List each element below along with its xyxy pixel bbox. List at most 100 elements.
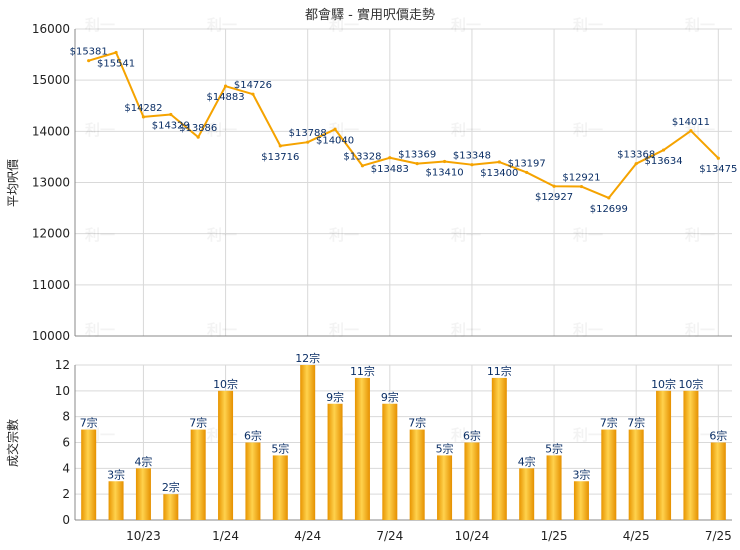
price-data-label: $13197	[508, 158, 546, 169]
price-data-label: $15381	[70, 47, 108, 58]
price-point	[442, 159, 447, 164]
price-data-label: $13788	[289, 128, 327, 139]
price-point	[196, 135, 200, 139]
count-bar	[710, 442, 726, 520]
watermark-text: 利一	[573, 426, 603, 444]
x-tick-label: 10/23	[126, 529, 161, 543]
watermark-text: 利一	[573, 226, 603, 244]
count-y-tick-label: 8	[62, 410, 70, 424]
count-data-label: 4宗	[134, 454, 152, 468]
price-point	[223, 84, 228, 88]
price-point	[141, 115, 146, 119]
price-y-tick-label: 16000	[32, 22, 70, 36]
count-data-label: 10宗	[678, 377, 703, 391]
count-data-label: 6宗	[244, 429, 262, 443]
count-bar	[272, 455, 288, 520]
count-data-label: 6宗	[463, 429, 481, 443]
count-bar	[108, 481, 124, 520]
price-data-label: $14011	[672, 117, 710, 128]
price-data-label: $14040	[316, 135, 354, 146]
watermark-text: 利一	[685, 121, 715, 139]
x-tick-label: 1/25	[541, 529, 568, 543]
watermark-text: 利一	[573, 121, 603, 139]
count-y-tick-label: 4	[62, 461, 70, 475]
watermark-text: 利一	[329, 321, 359, 339]
watermark-text: 利一	[685, 226, 715, 244]
price-data-label: $13483	[371, 164, 409, 175]
count-bar	[218, 390, 234, 520]
count-y-tick-label: 0	[62, 513, 70, 527]
price-point	[333, 127, 337, 131]
count-data-label: 7宗	[600, 416, 618, 430]
count-data-label: 7宗	[627, 416, 645, 430]
price-point	[388, 156, 392, 160]
x-tick-label: 1/24	[212, 529, 239, 543]
count-bar	[163, 494, 179, 520]
price-point	[87, 59, 91, 63]
price-data-label: $14282	[124, 103, 162, 114]
x-tick-label: 4/25	[623, 529, 650, 543]
price-point	[552, 184, 556, 188]
count-y-tick-label: 2	[62, 487, 70, 501]
watermark-text: 利一	[207, 321, 237, 339]
watermark-text: 利一	[85, 321, 115, 339]
price-point	[169, 112, 173, 117]
price-data-label: $13400	[480, 168, 518, 179]
count-data-label: 7宗	[189, 416, 207, 430]
price-point	[607, 196, 611, 200]
count-data-label: 6宗	[709, 429, 727, 443]
price-point	[415, 162, 419, 166]
count-bar	[573, 481, 589, 520]
count-data-label: 10宗	[651, 377, 676, 391]
count-data-label: 7宗	[408, 416, 426, 430]
watermark-text: 利一	[573, 321, 603, 339]
count-bar	[437, 455, 453, 520]
price-point	[278, 144, 282, 148]
price-y-tick-label: 12000	[32, 227, 70, 241]
watermark-text: 利一	[451, 121, 481, 139]
count-data-label: 9宗	[381, 390, 399, 404]
count-data-label: 11宗	[487, 364, 512, 378]
count-y-tick-label: 12	[55, 358, 70, 372]
price-data-label: $14726	[234, 80, 272, 91]
count-bar	[300, 365, 316, 520]
x-tick-label: 10/24	[455, 529, 490, 543]
count-bar	[245, 442, 261, 520]
count-bar	[464, 442, 480, 520]
price-point	[579, 184, 584, 189]
price-data-label: $13410	[425, 168, 463, 179]
count-data-label: 12宗	[295, 351, 320, 365]
price-data-label: $13716	[261, 152, 299, 163]
price-point	[114, 50, 118, 55]
count-bar	[354, 377, 370, 520]
count-bar	[601, 429, 617, 520]
count-y-tick-label: 6	[62, 436, 70, 450]
watermark-text: 利一	[207, 16, 237, 34]
count-bar	[628, 429, 644, 520]
x-tick-label: 7/24	[376, 529, 403, 543]
price-y-tick-label: 14000	[32, 124, 70, 138]
price-data-label: $14883	[206, 92, 244, 103]
watermark-text: 利一	[451, 426, 481, 444]
price-y-tick-label: 11000	[32, 278, 70, 292]
count-bar	[190, 429, 206, 520]
count-bar	[683, 390, 699, 520]
watermark-text: 利一	[329, 226, 359, 244]
price-y-tick-label: 15000	[32, 73, 70, 87]
price-data-label: $12699	[590, 204, 628, 215]
price-data-label: $13369	[398, 150, 436, 161]
price-point	[661, 148, 666, 152]
count-data-label: 10宗	[213, 377, 238, 391]
count-data-label: 4宗	[518, 454, 536, 468]
price-point	[251, 92, 255, 96]
watermark-text: 利一	[207, 226, 237, 244]
price-data-label: $14329	[152, 120, 190, 131]
price-data-label: $12921	[562, 173, 600, 184]
count-data-label: 3宗	[572, 467, 590, 481]
count-data-label: 5宗	[436, 441, 454, 455]
price-data-label: $12927	[535, 192, 573, 203]
watermark-text: 利一	[451, 226, 481, 244]
count-bar	[327, 403, 343, 520]
count-data-label: 5宗	[545, 441, 563, 455]
